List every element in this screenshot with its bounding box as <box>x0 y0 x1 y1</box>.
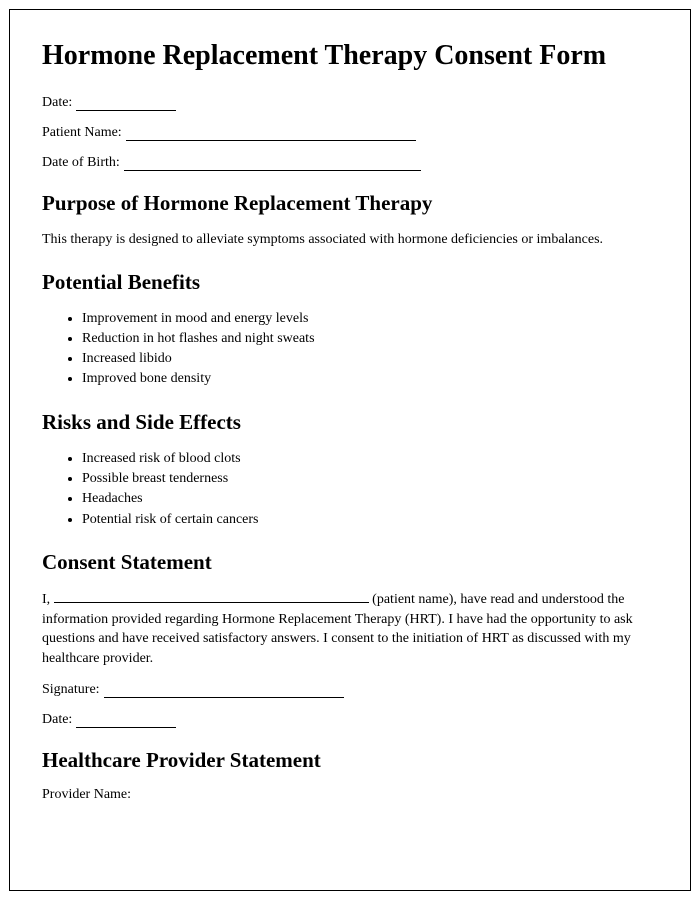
consent-date-field: Date: <box>42 712 658 728</box>
signature-label: Signature: <box>42 682 100 698</box>
date-label: Date: <box>42 95 72 111</box>
consent-post: (patient name), have read and understood… <box>42 592 633 666</box>
patient-name-label: Patient Name: <box>42 125 122 141</box>
provider-name-label: Provider Name: <box>42 787 131 803</box>
signature-field: Signature: <box>42 682 658 698</box>
purpose-text: This therapy is designed to alleviate sy… <box>42 230 658 250</box>
list-item: Reduction in hot flashes and night sweat… <box>82 329 658 349</box>
list-item: Increased libido <box>82 349 658 369</box>
benefits-heading: Potential Benefits <box>42 270 658 295</box>
consent-form-page: Hormone Replacement Therapy Consent Form… <box>9 9 691 891</box>
list-item: Increased risk of blood clots <box>82 449 658 469</box>
provider-heading: Healthcare Provider Statement <box>42 748 658 773</box>
list-item: Potential risk of certain cancers <box>82 510 658 530</box>
consent-date-input-line[interactable] <box>76 714 176 729</box>
signature-input-line[interactable] <box>104 684 344 699</box>
consent-date-label: Date: <box>42 712 72 728</box>
dob-input-line[interactable] <box>124 156 421 171</box>
risks-list: Increased risk of blood clots Possible b… <box>42 449 658 530</box>
benefits-list: Improvement in mood and energy levels Re… <box>42 309 658 390</box>
list-item: Improved bone density <box>82 369 658 389</box>
risks-heading: Risks and Side Effects <box>42 410 658 435</box>
consent-statement: I, (patient name), have read and underst… <box>42 589 658 668</box>
patient-name-field: Patient Name: <box>42 125 658 141</box>
list-item: Headaches <box>82 489 658 509</box>
consent-name-line[interactable] <box>54 589 369 603</box>
consent-heading: Consent Statement <box>42 550 658 575</box>
patient-name-input-line[interactable] <box>126 126 416 141</box>
date-input-line[interactable] <box>76 96 176 111</box>
dob-label: Date of Birth: <box>42 155 120 171</box>
list-item: Improvement in mood and energy levels <box>82 309 658 329</box>
consent-pre: I, <box>42 592 54 607</box>
list-item: Possible breast tenderness <box>82 469 658 489</box>
form-title: Hormone Replacement Therapy Consent Form <box>42 38 658 73</box>
dob-field: Date of Birth: <box>42 155 658 171</box>
provider-name-field: Provider Name: <box>42 787 658 803</box>
purpose-heading: Purpose of Hormone Replacement Therapy <box>42 191 658 216</box>
date-field: Date: <box>42 95 658 111</box>
